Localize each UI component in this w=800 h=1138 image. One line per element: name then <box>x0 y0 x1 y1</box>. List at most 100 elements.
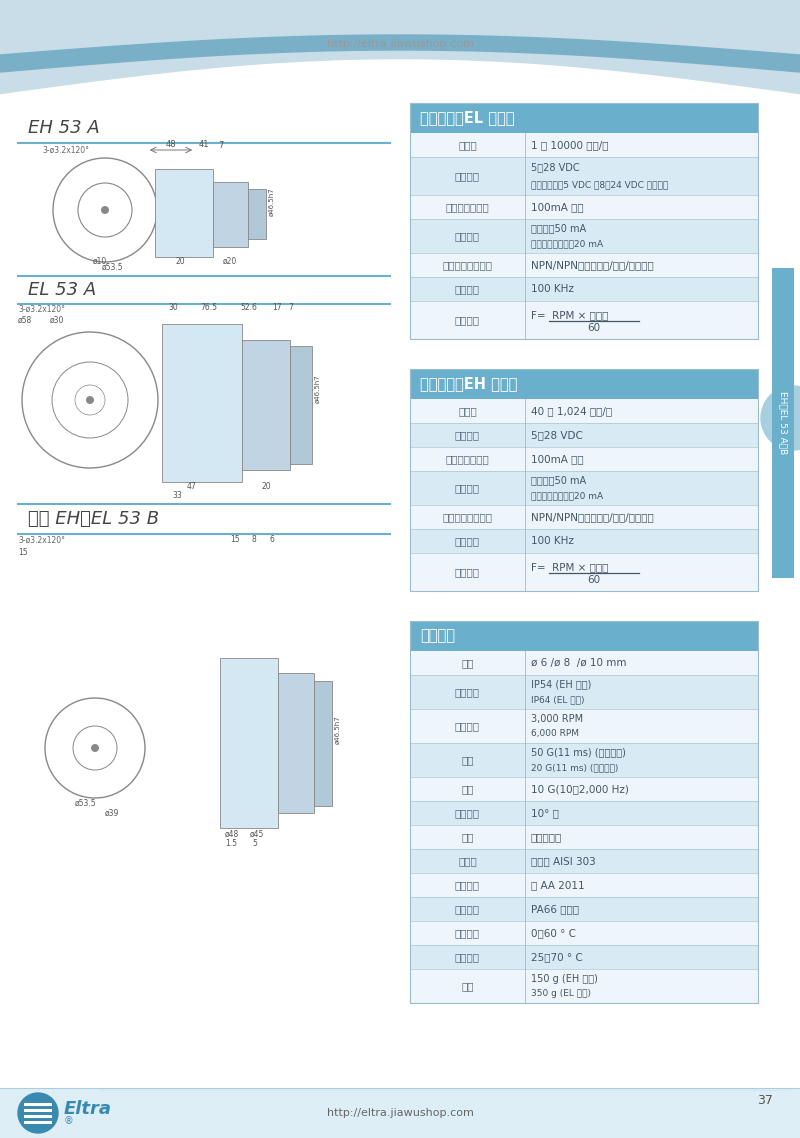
Text: 350 g (EL 系列): 350 g (EL 系列) <box>531 989 591 998</box>
Bar <box>410 369 758 399</box>
Text: 60: 60 <box>587 576 601 585</box>
Bar <box>410 743 758 777</box>
Text: 冲击: 冲击 <box>461 754 474 765</box>
Text: 6: 6 <box>270 535 275 544</box>
Text: EH－EL 53 A／B: EH－EL 53 A／B <box>778 391 787 454</box>
Text: 电气特性（EL 系列）: 电气特性（EL 系列） <box>420 110 514 125</box>
Text: 铝 AA 2011: 铝 AA 2011 <box>531 880 585 890</box>
Text: 3-ø3.2x120°: 3-ø3.2x120° <box>18 305 65 314</box>
Text: 41: 41 <box>199 140 210 149</box>
Bar <box>410 157 758 195</box>
Text: 双滚珠轴承: 双滚珠轴承 <box>531 832 562 842</box>
Bar <box>410 253 758 277</box>
Text: 电气信号输出方式: 电气信号输出方式 <box>442 259 493 270</box>
Text: 20 G(11 ms) (玻璃码盘): 20 G(11 ms) (玻璃码盘) <box>531 762 618 772</box>
Bar <box>248 189 266 239</box>
Text: ø39: ø39 <box>105 809 119 818</box>
Text: 重量: 重量 <box>461 981 474 991</box>
Circle shape <box>761 386 800 450</box>
Text: ø46.5h7: ø46.5h7 <box>335 716 341 744</box>
Bar <box>410 709 758 743</box>
Text: ø45: ø45 <box>250 830 264 839</box>
Text: 主体材料: 主体材料 <box>455 880 480 890</box>
Text: ø58: ø58 <box>18 316 32 325</box>
Text: 电气信号输出方式: 电气信号输出方式 <box>442 512 493 522</box>
Text: 5: 5 <box>252 839 257 848</box>
Text: PA66 加玻纤: PA66 加玻纤 <box>531 904 579 914</box>
Text: 每个通道50 mA: 每个通道50 mA <box>531 476 586 486</box>
Text: 10° 转: 10° 转 <box>531 808 558 818</box>
Text: 7: 7 <box>288 303 293 312</box>
Text: 50 G(11 ms) (塑料码盘): 50 G(11 ms) (塑料码盘) <box>531 748 626 758</box>
Bar <box>410 195 758 218</box>
Bar <box>410 133 758 157</box>
Text: 100 KHz: 100 KHz <box>531 284 574 294</box>
Text: 最高转速: 最高转速 <box>455 721 480 731</box>
Bar <box>410 777 758 801</box>
Bar <box>213 182 248 247</box>
Text: NPN/NPN集电极开路/推挽/长线驱动: NPN/NPN集电极开路/推挽/长线驱动 <box>531 259 654 270</box>
Bar <box>410 849 758 873</box>
Bar <box>410 945 758 968</box>
Text: 52.6: 52.6 <box>240 303 257 312</box>
Bar <box>410 897 758 921</box>
Text: 17: 17 <box>272 303 282 312</box>
Bar <box>410 651 758 675</box>
Text: 3-ø3.2x120°: 3-ø3.2x120° <box>18 536 65 545</box>
Text: 76.5: 76.5 <box>200 303 217 312</box>
Text: NPN/NPN集电极开路/推挽/长线驱动: NPN/NPN集电极开路/推挽/长线驱动 <box>531 512 654 522</box>
Text: http://eltra.jiawushop.com: http://eltra.jiawushop.com <box>326 39 474 49</box>
Text: 100mA 最大: 100mA 最大 <box>531 203 583 212</box>
Text: 储存温度: 储存温度 <box>455 953 480 962</box>
Text: 孔径: 孔径 <box>461 658 474 668</box>
Text: ø 6 /ø 8  /ø 10 mm: ø 6 /ø 8 /ø 10 mm <box>531 658 626 668</box>
Text: 1 ～ 10000 脉冲/转: 1 ～ 10000 脉冲/转 <box>531 140 608 150</box>
Text: 5～28 VDC: 5～28 VDC <box>531 163 579 173</box>
Text: 60: 60 <box>587 323 601 333</box>
Text: ø10: ø10 <box>93 257 107 266</box>
Text: 轴材料: 轴材料 <box>458 856 477 866</box>
Text: 供电电源: 供电电源 <box>455 430 480 440</box>
Bar <box>24 1114 52 1118</box>
Text: 150 g (EH 系列): 150 g (EH 系列) <box>531 973 598 983</box>
Bar <box>410 423 758 447</box>
Text: 48: 48 <box>166 140 176 149</box>
Text: 机械特性: 机械特性 <box>420 628 455 643</box>
Circle shape <box>101 206 109 214</box>
Text: 不锈钢 AISI 303: 不锈钢 AISI 303 <box>531 856 595 866</box>
Text: ø53.5: ø53.5 <box>75 799 97 808</box>
Text: 1.5: 1.5 <box>225 839 237 848</box>
Text: IP54 (EH 系列): IP54 (EH 系列) <box>531 679 591 690</box>
Bar <box>242 340 290 470</box>
Bar <box>24 1108 52 1112</box>
Bar <box>314 681 332 806</box>
Bar <box>24 1121 52 1124</box>
Text: 15: 15 <box>230 535 240 544</box>
Text: 分辨率: 分辨率 <box>458 406 477 417</box>
Text: http://eltra.jiawushop.com: http://eltra.jiawushop.com <box>326 1108 474 1118</box>
Bar <box>410 369 758 591</box>
Text: 37: 37 <box>757 1094 773 1106</box>
Bar <box>410 277 758 300</box>
Text: 输出频率: 输出频率 <box>455 284 480 294</box>
Bar <box>410 218 758 253</box>
Text: 每个通道50 mA: 每个通道50 mA <box>531 223 586 233</box>
Text: 25～70 ° C: 25～70 ° C <box>531 953 582 962</box>
Text: 频率计算: 频率计算 <box>455 315 480 325</box>
Text: 长线驱动每个通道20 mA: 长线驱动每个通道20 mA <box>531 490 603 500</box>
Text: 最大电流: 最大电流 <box>455 483 480 493</box>
Text: 47: 47 <box>187 483 197 490</box>
Text: 33: 33 <box>172 490 182 500</box>
Text: 外壳材料: 外壳材料 <box>455 904 480 914</box>
Bar <box>410 968 758 1003</box>
Text: F=  RPM × 分辨率: F= RPM × 分辨率 <box>531 310 608 320</box>
Bar <box>290 346 312 464</box>
Text: 防护等级: 防护等级 <box>455 687 480 696</box>
Bar <box>0 1088 800 1138</box>
Text: ®: ® <box>64 1116 74 1125</box>
Text: 输出频率: 输出频率 <box>455 536 480 546</box>
Text: 15: 15 <box>18 549 28 556</box>
Text: 3,000 RPM: 3,000 RPM <box>531 714 583 724</box>
Text: 0～60 ° C: 0～60 ° C <box>531 927 576 938</box>
Text: 法兰 EH－EL 53 B: 法兰 EH－EL 53 B <box>28 510 159 528</box>
